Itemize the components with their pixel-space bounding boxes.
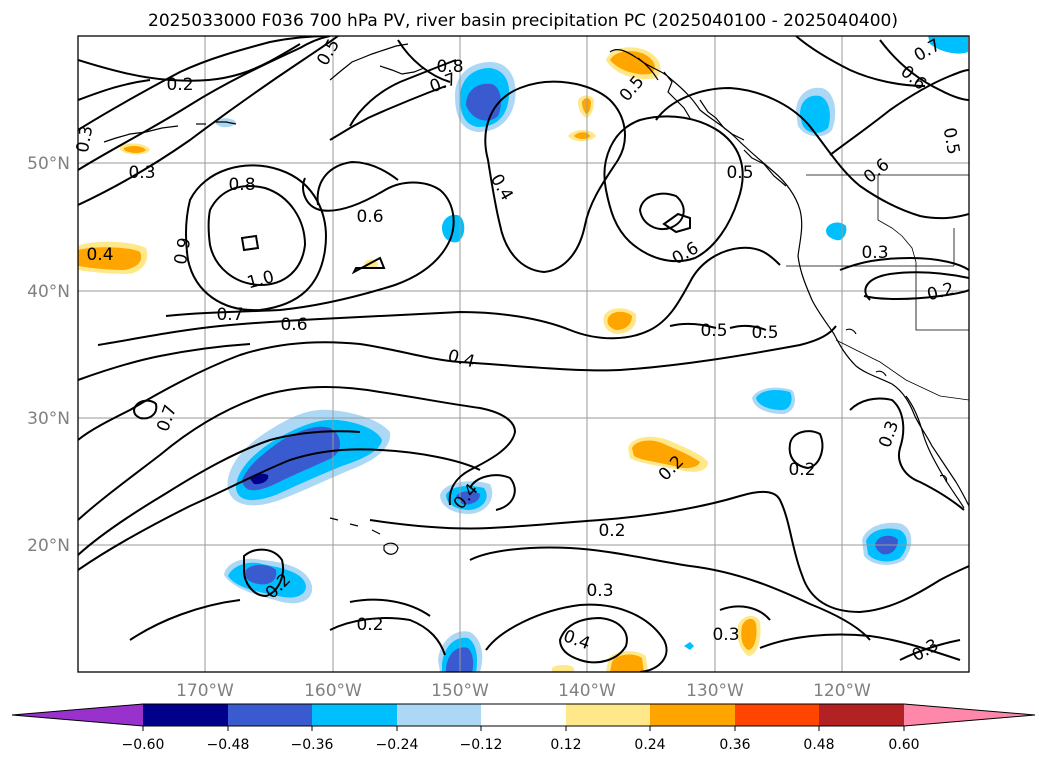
colorbar-tick-label: −0.24 xyxy=(376,737,419,753)
colorbar-tick-label: −0.48 xyxy=(207,737,250,753)
precip-patch xyxy=(607,311,632,330)
colorbar-segment xyxy=(566,704,650,726)
contour-label: 0.2 xyxy=(356,615,383,635)
colorbar-segment xyxy=(650,704,735,726)
colorbar-segment xyxy=(228,704,312,726)
precip-patch xyxy=(214,118,236,128)
colorbar-tick-label: 0.60 xyxy=(888,737,919,753)
colorbar-ticks xyxy=(142,726,905,731)
longitude-labels: 170°W 160°W 150°W 140°W 130°W 120°W xyxy=(176,681,871,701)
contour-label: 0.2 xyxy=(166,75,193,95)
colorbar-tick-label: 0.24 xyxy=(634,737,665,753)
precip-patch xyxy=(632,440,700,469)
contour-label: 0.8 xyxy=(436,57,463,77)
precip-patch xyxy=(245,564,277,585)
colorbar-extend-low xyxy=(12,704,143,726)
colorbar-tick-label: −0.36 xyxy=(291,737,334,753)
colorbar: −0.60 −0.48 −0.36 −0.24 −0.12 0.12 0.24 … xyxy=(11,703,1036,753)
contour-label: 0.2 xyxy=(598,521,625,541)
latitude-label: 40°N xyxy=(27,282,70,302)
map-frame xyxy=(77,35,970,673)
contour-label: 0.7 xyxy=(216,305,243,325)
contour-label: 0.6 xyxy=(356,207,383,227)
latitude-label: 30°N xyxy=(27,409,70,429)
colorbar-segment xyxy=(481,704,566,726)
contour-label: 0.6 xyxy=(280,315,307,335)
contour-label: 0.9 xyxy=(171,236,195,266)
precip-patch xyxy=(124,145,146,153)
precip-patch xyxy=(552,665,574,672)
precipitation-shading xyxy=(78,36,968,672)
coastlines xyxy=(103,43,969,555)
contour-label: 0.5 xyxy=(700,321,727,341)
map-title: 2025033000 F036 700 hPa PV, river basin … xyxy=(148,11,898,31)
contour-label: 0.3 xyxy=(73,124,97,154)
map-background xyxy=(78,36,969,672)
colorbar-tick-label: −0.12 xyxy=(460,737,503,753)
contour-label: 0.3 xyxy=(586,581,613,601)
precip-patch xyxy=(800,95,830,133)
contour-label: 0.5 xyxy=(751,323,778,343)
colorbar-segment xyxy=(819,704,904,726)
colorbar-segment xyxy=(143,704,228,726)
colorbar-tick-label: 0.36 xyxy=(719,737,750,753)
colorbar-segment xyxy=(312,704,397,726)
longitude-label: 160°W xyxy=(304,681,362,701)
contour-label: 0.5 xyxy=(939,126,963,156)
precip-patch xyxy=(610,654,644,672)
precip-patch xyxy=(684,642,694,650)
precip-patch xyxy=(826,222,847,241)
longitude-label: 150°W xyxy=(431,681,489,701)
colorbar-tick-label: −0.60 xyxy=(122,737,165,753)
contour-label: 0.2 xyxy=(788,460,815,480)
longitude-label: 170°W xyxy=(176,681,234,701)
precip-patch xyxy=(741,618,757,650)
contour-label: 0.3 xyxy=(712,625,739,645)
precip-patch xyxy=(610,51,655,75)
pv-contours xyxy=(78,36,969,672)
contour-label: 0.4 xyxy=(86,245,113,265)
map-panel: 0.2 0.3 0.5 0.8 0.7 0.5 0.7 0.6 0.5 0.4 … xyxy=(27,35,970,701)
colorbar-extend-high xyxy=(904,704,1035,726)
longitude-label: 120°W xyxy=(813,681,871,701)
latitude-label: 20°N xyxy=(27,536,70,556)
longitude-label: 140°W xyxy=(558,681,616,701)
latitude-labels: 50°N 40°N 30°N 20°N xyxy=(27,154,70,556)
borders xyxy=(786,174,969,401)
contour-label: 0.3 xyxy=(861,243,888,263)
contour-label: 0.3 xyxy=(128,163,155,183)
colorbar-tick-label: 0.12 xyxy=(550,737,581,753)
precip-patch xyxy=(574,132,590,139)
colorbar-segment xyxy=(735,704,819,726)
contour-label: 0.5 xyxy=(726,163,753,183)
precip-patch xyxy=(756,390,792,410)
gridlines xyxy=(78,36,969,672)
colorbar-tick-label: 0.48 xyxy=(803,737,834,753)
colorbar-segment xyxy=(397,704,481,726)
latitude-label: 50°N xyxy=(27,154,70,174)
contour-label: 0.8 xyxy=(228,175,255,195)
precip-patch xyxy=(928,36,968,54)
precip-patch xyxy=(78,247,142,270)
precip-patch xyxy=(456,491,480,505)
longitude-label: 130°W xyxy=(686,681,744,701)
